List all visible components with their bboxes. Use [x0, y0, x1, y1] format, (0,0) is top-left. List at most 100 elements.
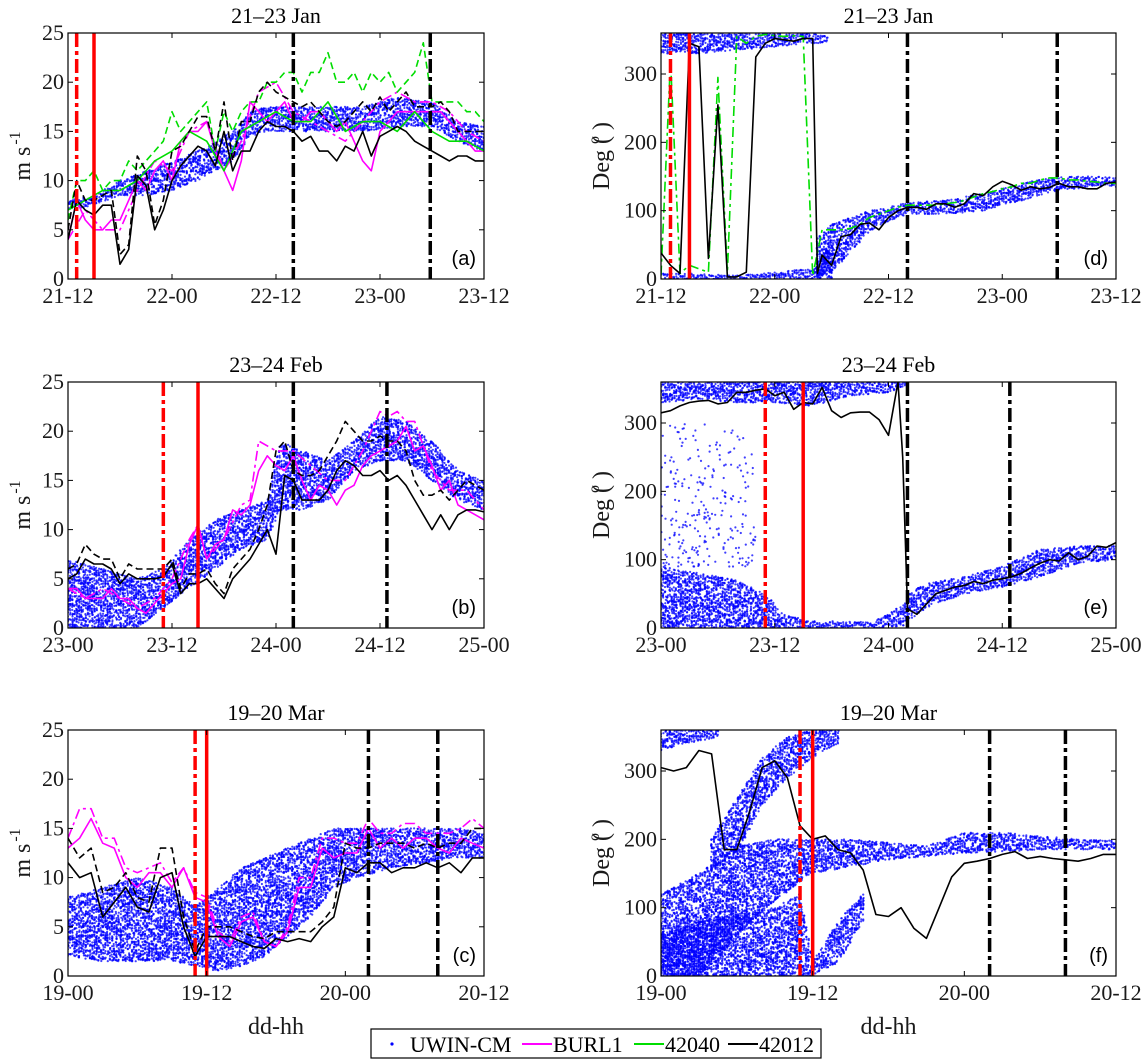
uwin-point [961, 211, 964, 214]
uwin-point [832, 243, 835, 246]
uwin-point [421, 122, 424, 125]
uwin-point [309, 125, 312, 128]
uwin-point [677, 47, 680, 51]
uwin-point [821, 262, 824, 266]
uwin-point [692, 274, 695, 277]
uwin-point [124, 182, 127, 186]
uwin-point [675, 38, 679, 41]
uwin-point [352, 107, 355, 110]
uwin-point [941, 210, 944, 213]
uwin-point [229, 149, 233, 153]
uwin-point [254, 131, 257, 134]
uwin-point [753, 276, 757, 279]
uwin-point [838, 257, 841, 260]
uwin-point [674, 50, 678, 53]
uwin-point [187, 158, 191, 161]
uwin-point [432, 119, 435, 122]
uwin-point [443, 127, 446, 130]
uwin-point [348, 112, 351, 115]
uwin-point [343, 105, 347, 108]
uwin-point [822, 245, 826, 248]
uwin-point [930, 209, 933, 213]
uwin-point [161, 186, 164, 189]
uwin-point [238, 147, 241, 150]
uwin-point [664, 273, 667, 276]
uwin-point [806, 275, 810, 278]
uwin-point [712, 274, 715, 278]
uwin-point [945, 212, 948, 215]
uwin-point [348, 115, 351, 118]
uwin-point [841, 260, 844, 263]
uwin-point [480, 132, 483, 135]
uwin-point [712, 45, 715, 48]
uwin-point [761, 273, 764, 276]
uwin-point [242, 126, 245, 129]
uwin-point [130, 175, 133, 178]
uwin-point [267, 127, 270, 130]
uwin-point [163, 174, 167, 177]
uwin-point [829, 254, 832, 257]
uwin-point [664, 33, 667, 37]
uwin-point [152, 185, 155, 188]
uwin-point [278, 126, 281, 129]
uwin-point [406, 103, 409, 106]
uwin-point [476, 125, 479, 128]
uwin-point [829, 253, 832, 256]
uwin-point [790, 43, 793, 46]
uwin-point [898, 213, 901, 216]
uwin-point [368, 125, 371, 128]
uwin-point [280, 111, 283, 114]
uwin-point [972, 202, 975, 206]
uwin-point [386, 119, 389, 122]
uwin-point [375, 106, 378, 109]
uwin-point [816, 37, 820, 40]
uwin-point [317, 107, 320, 110]
uwin-point [664, 35, 667, 39]
uwin-point [300, 107, 303, 110]
uwin-point [728, 35, 731, 39]
uwin-point [925, 200, 928, 203]
uwin-point [750, 40, 753, 43]
uwin-point [800, 269, 803, 272]
uwin-point [440, 127, 443, 130]
uwin-point [705, 51, 709, 54]
uwin-point [821, 40, 824, 44]
uwin-point [954, 198, 957, 201]
uwin-point [820, 272, 823, 275]
uwin-point [712, 48, 716, 51]
uwin-point [196, 176, 199, 179]
uwin-point [853, 217, 856, 220]
uwin-point [956, 198, 960, 201]
uwin-point [717, 33, 720, 36]
uwin-point [728, 33, 731, 36]
uwin-point [961, 208, 964, 211]
uwin-point [686, 46, 689, 50]
uwin-point [203, 162, 206, 165]
uwin-point [308, 128, 311, 131]
uwin-point [879, 223, 882, 226]
uwin-point [853, 242, 856, 245]
uwin-point [462, 142, 465, 145]
uwin-point [148, 177, 151, 180]
uwin-point [675, 275, 678, 278]
uwin-point [710, 43, 713, 46]
uwin-point [842, 241, 845, 244]
uwin-point [383, 111, 386, 115]
uwin-point [856, 222, 859, 225]
uwin-point [324, 121, 327, 124]
uwin-point [438, 118, 441, 121]
uwin-point [414, 104, 417, 107]
uwin-point [775, 276, 779, 279]
uwin-point [861, 216, 865, 219]
uwin-point [256, 117, 259, 120]
uwin-point [395, 117, 398, 120]
uwin-point [159, 181, 162, 184]
uwin-point [198, 155, 201, 159]
uwin-point [476, 144, 479, 147]
uwin-scatter [661, 33, 1116, 279]
uwin-point [202, 158, 205, 161]
uwin-point [867, 231, 870, 234]
uwin-point [822, 241, 826, 244]
uwin-point [856, 229, 859, 233]
uwin-point [919, 210, 922, 213]
